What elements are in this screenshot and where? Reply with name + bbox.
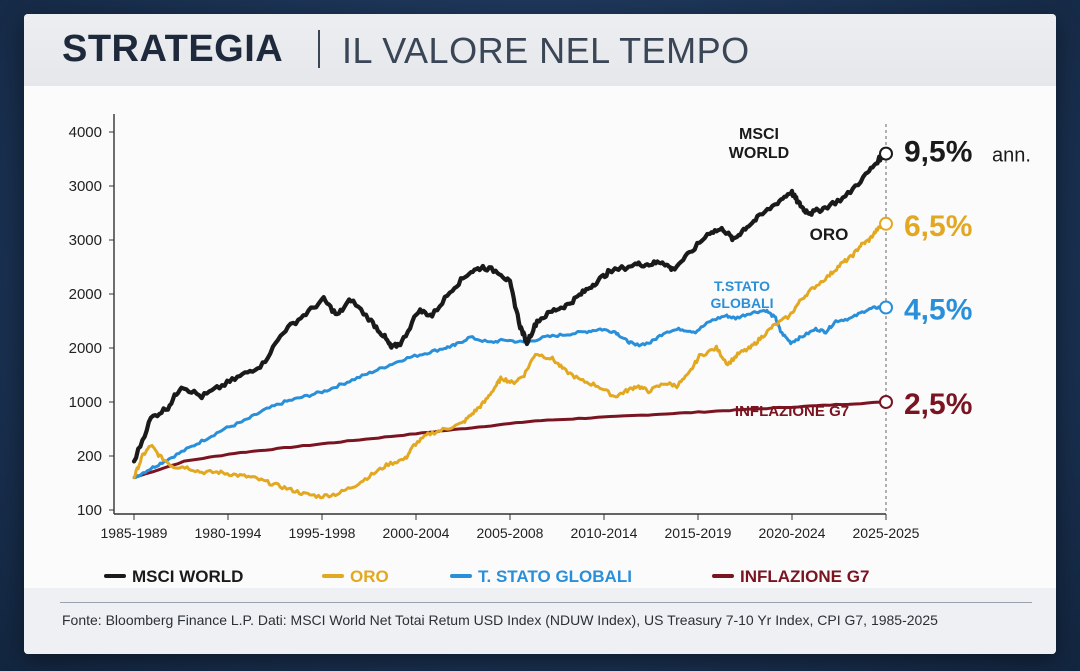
end-label-suffix: ann. <box>992 145 1031 167</box>
x-tick-label: 2015-2019 <box>665 525 732 541</box>
y-tick-label: 200 <box>77 448 102 465</box>
x-tick-label: 2005-2008 <box>477 525 544 541</box>
infographic-card: STRATEGIA IL VALORE NEL TEMPO 100 200 1000… <box>24 14 1056 654</box>
end-label-0: 9,5% <box>904 136 972 169</box>
y-tick-label: 1000 <box>69 394 102 411</box>
title-separator <box>318 30 320 68</box>
x-tick-label: 2000-2004 <box>383 525 450 541</box>
y-tick-label: 3000 <box>69 232 102 249</box>
series-line-1 <box>132 222 888 500</box>
chart-label-msci: MSCI <box>739 126 779 143</box>
footer-divider <box>60 602 1032 603</box>
legend-label-0: MSCI WORLD <box>132 567 243 586</box>
line-chart: 100 200 1000 2000 2000 3000 3000 4000 1985-1989 1… <box>69 114 1031 586</box>
x-tick-label: 1995-1998 <box>289 525 356 541</box>
y-tick-label: 2000 <box>69 286 102 303</box>
title-subtitle: IL VALORE NEL TEMPO <box>342 30 750 71</box>
title-strong: STRATEGIA <box>62 28 284 70</box>
chart-label-tstato: T.STATO <box>714 278 770 294</box>
chart-label-oro: ORO <box>810 225 849 244</box>
chart-label-tstato-line2: GLOBALI <box>711 295 774 311</box>
end-label-3: 2,5% <box>904 388 972 421</box>
x-tick-label: 1980-1994 <box>195 525 262 541</box>
end-marker-3 <box>879 395 893 409</box>
y-tick-label: 4000 <box>69 124 102 141</box>
plot-panel: 100 200 1000 2000 2000 3000 3000 4000 1985-1989 1… <box>24 86 1056 606</box>
source-note: Fonte: Bloomberg Finance L.P. Dati: MSCI… <box>62 612 938 628</box>
end-marker-2 <box>879 300 893 315</box>
end-label-2: 4,5% <box>904 294 972 327</box>
x-tick-label: 2025-2025 <box>853 525 920 541</box>
end-marker-1 <box>879 216 893 231</box>
end-label-1: 6,5% <box>904 210 972 243</box>
legend-label-2: T. STATO GLOBALI <box>478 567 632 586</box>
header: STRATEGIA IL VALORE NEL TEMPO <box>24 14 1056 86</box>
y-tick-label: 2000 <box>69 340 102 357</box>
end-marker-0 <box>879 146 893 161</box>
series-line-0 <box>131 151 889 464</box>
legend-label-3: INFLAZIONE G7 <box>740 567 869 586</box>
chart-label-msci-line2: WORLD <box>729 145 789 162</box>
footer: Fonte: Bloomberg Finance L.P. Dati: MSCI… <box>24 588 1056 654</box>
x-tick-label: 1985-1989 <box>101 525 168 541</box>
series-line-3 <box>132 400 888 480</box>
legend-label-1: ORO <box>350 567 389 586</box>
series-line-2 <box>132 305 888 480</box>
x-tick-label: 2010-2014 <box>571 525 638 541</box>
y-tick-label: 100 <box>77 502 102 519</box>
chart-label-inflazione: INFLAZIONE G7 <box>735 403 849 420</box>
x-tick-label: 2020-2024 <box>759 525 826 541</box>
y-tick-label: 3000 <box>69 178 102 195</box>
